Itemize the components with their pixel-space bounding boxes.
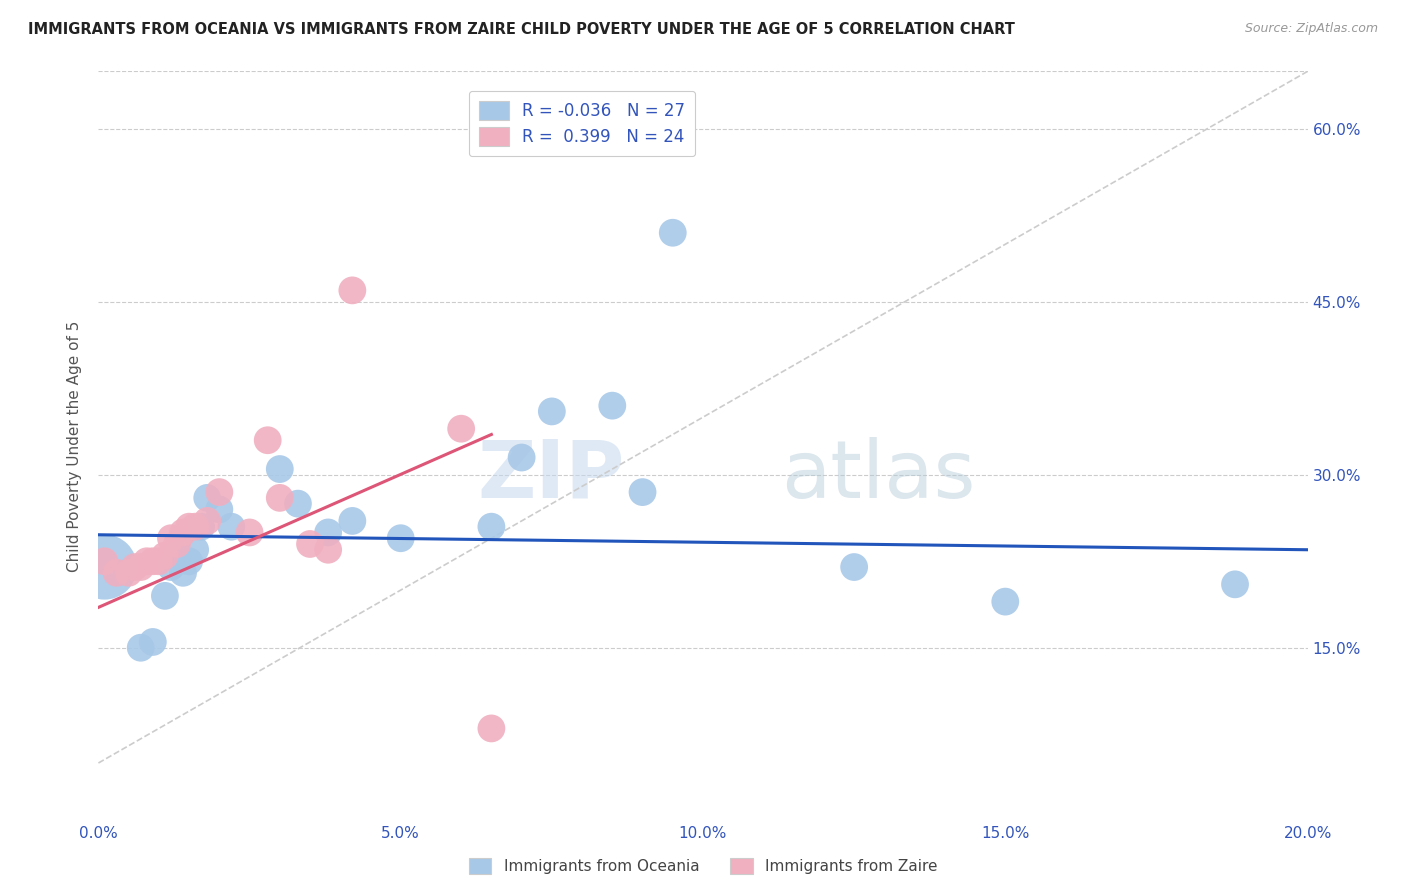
Point	[342, 514, 364, 528]
Point	[602, 399, 624, 413]
Point	[118, 566, 141, 580]
Point	[142, 554, 165, 568]
Point	[105, 566, 128, 580]
Point	[450, 422, 472, 436]
Point	[287, 497, 309, 511]
Point	[540, 404, 562, 418]
Point	[172, 566, 194, 580]
Point	[148, 554, 170, 568]
Point	[481, 722, 503, 736]
Point	[179, 554, 201, 568]
Point	[190, 519, 212, 533]
Point	[631, 485, 654, 500]
Point	[93, 554, 115, 568]
Point	[129, 640, 152, 655]
Point	[160, 560, 183, 574]
Point	[316, 525, 339, 540]
Point	[142, 635, 165, 649]
Point	[208, 502, 231, 516]
Point	[93, 560, 115, 574]
Y-axis label: Child Poverty Under the Age of 5: Child Poverty Under the Age of 5	[67, 320, 83, 572]
Point	[661, 226, 683, 240]
Point	[184, 519, 207, 533]
Point	[342, 284, 364, 298]
Point	[269, 491, 291, 505]
Point	[389, 531, 412, 545]
Point	[166, 537, 188, 551]
Text: ZIP: ZIP	[477, 437, 624, 515]
Point	[124, 560, 146, 574]
Point	[195, 514, 218, 528]
Point	[160, 531, 183, 545]
Point	[221, 519, 243, 533]
Point	[239, 525, 262, 540]
Point	[316, 542, 339, 557]
Point	[179, 519, 201, 533]
Point	[172, 525, 194, 540]
Point	[844, 560, 866, 574]
Text: IMMIGRANTS FROM OCEANIA VS IMMIGRANTS FROM ZAIRE CHILD POVERTY UNDER THE AGE OF : IMMIGRANTS FROM OCEANIA VS IMMIGRANTS FR…	[28, 22, 1015, 37]
Point	[269, 462, 291, 476]
Point	[510, 450, 533, 465]
Point	[184, 542, 207, 557]
Point	[153, 589, 176, 603]
Point	[208, 485, 231, 500]
Point	[166, 549, 188, 563]
Point	[135, 554, 157, 568]
Point	[299, 537, 322, 551]
Point	[256, 434, 278, 448]
Point	[153, 549, 176, 563]
Text: atlas: atlas	[782, 437, 976, 515]
Point	[1223, 577, 1246, 591]
Point	[994, 594, 1017, 608]
Point	[195, 491, 218, 505]
Text: Source: ZipAtlas.com: Source: ZipAtlas.com	[1244, 22, 1378, 36]
Point	[481, 519, 503, 533]
Point	[129, 560, 152, 574]
Legend: R = -0.036   N = 27, R =  0.399   N = 24: R = -0.036 N = 27, R = 0.399 N = 24	[470, 91, 695, 156]
